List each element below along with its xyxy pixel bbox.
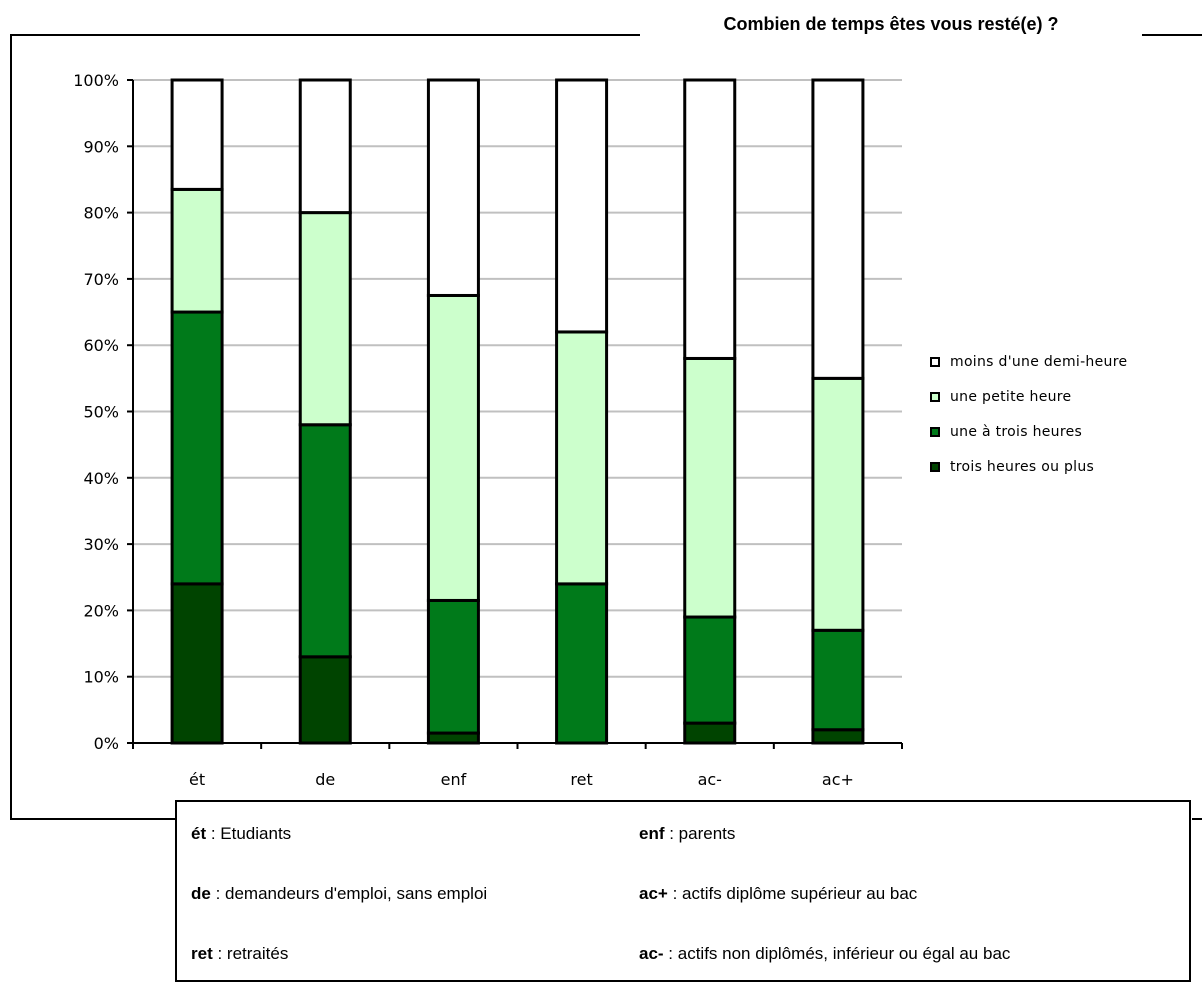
- bar-segment: [426, 293, 480, 602]
- y-tick-label: 20%: [83, 601, 119, 620]
- x-tick-label: ét: [189, 770, 205, 789]
- bar-segment: [683, 78, 737, 360]
- bar-segment: [683, 721, 737, 745]
- key-text: : parents: [664, 824, 736, 843]
- legend-swatch: [930, 356, 940, 367]
- bar-segment: [555, 582, 609, 745]
- key-text: : retraités: [212, 944, 289, 963]
- chart-title-area: Combien de temps êtes vous resté(e) ?: [0, 0, 1202, 40]
- key-abbr: de: [191, 884, 211, 903]
- bar-segment: [298, 423, 352, 659]
- key-entry-ac-plus: ac+ : actifs diplôme supérieur au bac: [639, 884, 917, 904]
- key-abbr: ét: [191, 824, 207, 843]
- bar-segment: [683, 615, 737, 725]
- legend-label: une à trois heures: [950, 423, 1083, 440]
- title-rule-right: [1142, 34, 1202, 36]
- key-entry-et: ét : Etudiants: [191, 824, 291, 844]
- bar-segment: [298, 78, 352, 215]
- legend-label: une petite heure: [950, 388, 1072, 405]
- key-entry-ret: ret : retraités: [191, 944, 288, 964]
- key-entry-de: de : demandeurs d'emploi, sans emploi: [191, 884, 487, 904]
- bar-segment: [811, 78, 865, 380]
- bar-segment: [811, 728, 865, 745]
- legend-item-petite-heure: une petite heure: [930, 379, 1200, 414]
- y-tick-label: 80%: [83, 204, 119, 223]
- legend-item-une-a-trois-heures: une à trois heures: [930, 414, 1200, 449]
- key-abbr: enf: [639, 824, 665, 843]
- legend-swatch: [930, 391, 940, 402]
- legend-item-moins-demi-heure: moins d'une demi-heure: [930, 344, 1200, 379]
- legend-item-trois-heures-ou-plus: trois heures ou plus: [930, 449, 1200, 484]
- key-abbr: ac-: [639, 944, 664, 963]
- key-text: : Etudiants: [206, 824, 292, 843]
- bar-segment: [170, 582, 224, 745]
- legend: moins d'une demi-heure une petite heure …: [930, 344, 1200, 484]
- x-tick-label: ac-: [698, 770, 722, 789]
- key-entry-enf: enf : parents: [639, 824, 735, 844]
- bar-segment: [426, 78, 480, 297]
- bar-segment: [298, 655, 352, 745]
- abbreviation-key: ét : Etudiants de : demandeurs d'emploi,…: [175, 800, 1191, 982]
- y-tick-label: 60%: [83, 336, 119, 355]
- y-tick-label: 0%: [94, 734, 119, 753]
- bar-segment: [555, 78, 609, 334]
- bar-segment: [170, 78, 224, 191]
- y-tick-label: 30%: [83, 535, 119, 554]
- bar-segment: [298, 211, 352, 427]
- key-text: : demandeurs d'emploi, sans emploi: [210, 884, 488, 903]
- key-abbr: ac+: [639, 884, 668, 903]
- y-tick-label: 40%: [83, 469, 119, 488]
- bar-segment: [811, 628, 865, 732]
- bars: [170, 78, 865, 745]
- legend-swatch: [930, 426, 940, 437]
- x-tick-label: ret: [570, 770, 592, 789]
- bar-segment: [170, 310, 224, 586]
- x-tick-label: ac+: [822, 770, 854, 789]
- legend-swatch: [930, 461, 940, 472]
- x-tick-label: enf: [441, 770, 467, 789]
- key-abbr: ret: [191, 944, 213, 963]
- bar-segment: [555, 330, 609, 586]
- legend-label: trois heures ou plus: [950, 458, 1095, 475]
- gridlines: [133, 79, 902, 678]
- y-tick-label: 50%: [83, 403, 119, 422]
- axes: 0% 10% 20% 30% 40% 50% 60% 70% 80% 90% 100% ét de enf…: [73, 71, 903, 789]
- bar-segment: [811, 376, 865, 632]
- frame-bottom-border-right: [1192, 818, 1202, 820]
- key-text: : actifs non diplômés, inférieur ou égal…: [663, 944, 1011, 963]
- y-tick-label: 70%: [83, 270, 119, 289]
- key-entry-ac-minus: ac- : actifs non diplômés, inférieur ou …: [639, 944, 1010, 964]
- bar-segment: [170, 187, 224, 314]
- title-rule-left: [10, 34, 640, 36]
- bar-segment: [683, 356, 737, 619]
- x-tick-label: de: [315, 770, 335, 789]
- legend-label: moins d'une demi-heure: [950, 353, 1128, 370]
- y-tick-label: 90%: [83, 137, 119, 156]
- chart-title: Combien de temps êtes vous resté(e) ?: [723, 14, 1059, 34]
- bar-segment: [426, 598, 480, 735]
- y-tick-label: 100%: [73, 71, 119, 90]
- frame-left-border: [10, 34, 12, 820]
- frame-bottom-border: [10, 818, 175, 820]
- y-tick-label: 10%: [83, 668, 119, 687]
- key-text: : actifs diplôme supérieur au bac: [667, 884, 918, 903]
